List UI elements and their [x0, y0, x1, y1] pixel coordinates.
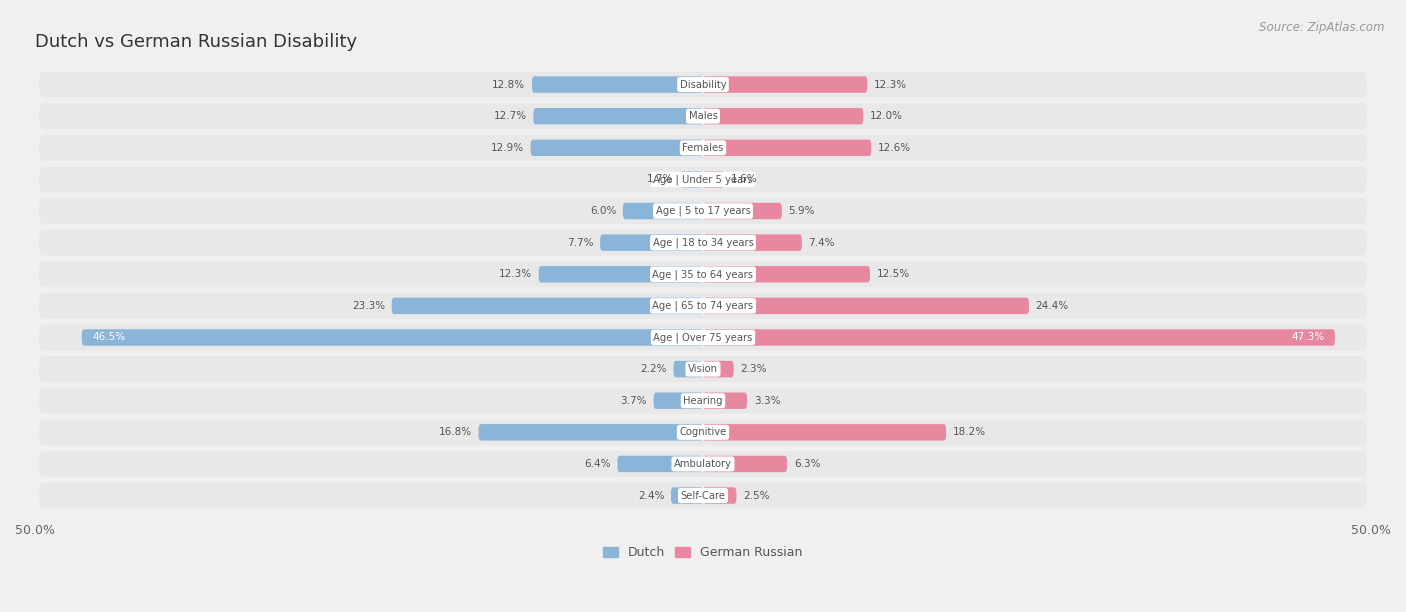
FancyBboxPatch shape	[671, 487, 703, 504]
FancyBboxPatch shape	[392, 297, 703, 314]
FancyBboxPatch shape	[703, 203, 782, 219]
Text: 12.3%: 12.3%	[875, 80, 907, 89]
Text: 1.6%: 1.6%	[731, 174, 758, 184]
Text: 5.9%: 5.9%	[789, 206, 815, 216]
FancyBboxPatch shape	[703, 171, 724, 188]
Text: 2.5%: 2.5%	[744, 491, 769, 501]
FancyBboxPatch shape	[478, 424, 703, 441]
FancyBboxPatch shape	[681, 171, 703, 188]
Text: 12.9%: 12.9%	[491, 143, 524, 153]
FancyBboxPatch shape	[39, 483, 1367, 509]
FancyBboxPatch shape	[703, 456, 787, 472]
Text: 12.6%: 12.6%	[877, 143, 911, 153]
Text: 12.0%: 12.0%	[870, 111, 903, 121]
Text: 6.4%: 6.4%	[585, 459, 610, 469]
FancyBboxPatch shape	[703, 361, 734, 378]
Text: Source: ZipAtlas.com: Source: ZipAtlas.com	[1260, 21, 1385, 34]
Text: 2.4%: 2.4%	[638, 491, 664, 501]
FancyBboxPatch shape	[39, 293, 1367, 319]
FancyBboxPatch shape	[600, 234, 703, 251]
FancyBboxPatch shape	[39, 135, 1367, 161]
Text: 6.3%: 6.3%	[794, 459, 820, 469]
Legend: Dutch, German Russian: Dutch, German Russian	[598, 541, 808, 564]
Text: Vision: Vision	[688, 364, 718, 374]
Text: 12.7%: 12.7%	[494, 111, 527, 121]
FancyBboxPatch shape	[39, 451, 1367, 477]
Text: 12.5%: 12.5%	[877, 269, 910, 279]
Text: Ambulatory: Ambulatory	[673, 459, 733, 469]
FancyBboxPatch shape	[703, 76, 868, 93]
FancyBboxPatch shape	[703, 424, 946, 441]
Text: Age | 5 to 17 years: Age | 5 to 17 years	[655, 206, 751, 216]
Text: 24.4%: 24.4%	[1036, 301, 1069, 311]
Text: Age | Under 5 years: Age | Under 5 years	[654, 174, 752, 185]
FancyBboxPatch shape	[39, 72, 1367, 97]
Text: Hearing: Hearing	[683, 396, 723, 406]
FancyBboxPatch shape	[39, 103, 1367, 129]
Text: Disability: Disability	[679, 80, 727, 89]
FancyBboxPatch shape	[39, 388, 1367, 414]
Text: Cognitive: Cognitive	[679, 427, 727, 438]
Text: Age | 65 to 74 years: Age | 65 to 74 years	[652, 300, 754, 311]
Text: 18.2%: 18.2%	[953, 427, 986, 438]
FancyBboxPatch shape	[673, 361, 703, 378]
FancyBboxPatch shape	[703, 487, 737, 504]
Text: 6.0%: 6.0%	[589, 206, 616, 216]
FancyBboxPatch shape	[533, 108, 703, 124]
Text: 46.5%: 46.5%	[93, 332, 125, 343]
Text: 2.2%: 2.2%	[640, 364, 666, 374]
FancyBboxPatch shape	[39, 166, 1367, 192]
Text: 16.8%: 16.8%	[439, 427, 472, 438]
Text: 7.7%: 7.7%	[567, 237, 593, 248]
FancyBboxPatch shape	[39, 324, 1367, 351]
Text: Dutch vs German Russian Disability: Dutch vs German Russian Disability	[35, 34, 357, 51]
Text: Females: Females	[682, 143, 724, 153]
FancyBboxPatch shape	[703, 140, 872, 156]
FancyBboxPatch shape	[538, 266, 703, 283]
FancyBboxPatch shape	[530, 140, 703, 156]
FancyBboxPatch shape	[703, 108, 863, 124]
FancyBboxPatch shape	[703, 266, 870, 283]
Text: Age | 35 to 64 years: Age | 35 to 64 years	[652, 269, 754, 280]
Text: 47.3%: 47.3%	[1291, 332, 1324, 343]
FancyBboxPatch shape	[617, 456, 703, 472]
Text: 1.7%: 1.7%	[647, 174, 673, 184]
FancyBboxPatch shape	[531, 76, 703, 93]
FancyBboxPatch shape	[39, 419, 1367, 446]
Text: Age | 18 to 34 years: Age | 18 to 34 years	[652, 237, 754, 248]
Text: Age | Over 75 years: Age | Over 75 years	[654, 332, 752, 343]
Text: 12.8%: 12.8%	[492, 80, 526, 89]
FancyBboxPatch shape	[703, 329, 1334, 346]
Text: Self-Care: Self-Care	[681, 491, 725, 501]
FancyBboxPatch shape	[39, 261, 1367, 287]
FancyBboxPatch shape	[39, 356, 1367, 382]
FancyBboxPatch shape	[82, 329, 703, 346]
FancyBboxPatch shape	[703, 392, 747, 409]
Text: 23.3%: 23.3%	[352, 301, 385, 311]
FancyBboxPatch shape	[39, 230, 1367, 256]
FancyBboxPatch shape	[703, 297, 1029, 314]
Text: 2.3%: 2.3%	[741, 364, 766, 374]
FancyBboxPatch shape	[623, 203, 703, 219]
Text: 3.3%: 3.3%	[754, 396, 780, 406]
FancyBboxPatch shape	[39, 198, 1367, 224]
Text: 12.3%: 12.3%	[499, 269, 531, 279]
Text: 7.4%: 7.4%	[808, 237, 835, 248]
Text: Males: Males	[689, 111, 717, 121]
FancyBboxPatch shape	[654, 392, 703, 409]
FancyBboxPatch shape	[703, 234, 801, 251]
Text: 3.7%: 3.7%	[620, 396, 647, 406]
